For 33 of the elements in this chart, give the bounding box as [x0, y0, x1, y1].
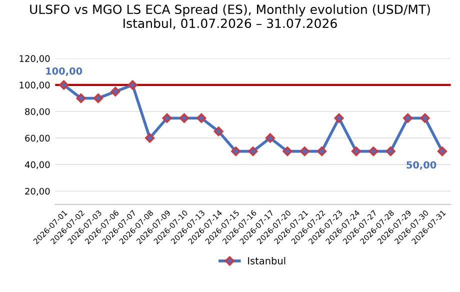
point — [334, 113, 344, 123]
point — [265, 133, 275, 143]
point — [145, 133, 155, 143]
point — [110, 86, 120, 96]
point — [179, 113, 189, 123]
point — [351, 146, 361, 156]
y-tick-label: 120,00 — [20, 55, 50, 63]
legend-label: Istanbul — [248, 256, 286, 264]
point — [93, 93, 103, 103]
point — [59, 80, 69, 90]
point — [248, 146, 258, 156]
point — [317, 146, 327, 156]
point — [231, 146, 241, 156]
point — [386, 146, 396, 156]
point — [128, 80, 138, 90]
data-label: 100,00 — [46, 67, 82, 76]
y-tick-label: 40,00 — [24, 161, 50, 170]
point — [420, 113, 430, 123]
point — [300, 146, 310, 156]
point — [403, 113, 413, 123]
point — [76, 93, 86, 103]
y-tick-label: 100,00 — [20, 82, 50, 90]
point — [162, 113, 172, 123]
data-label: 50,00 — [406, 161, 436, 170]
y-tick-label: 20,00 — [25, 188, 50, 196]
chart-title: ULSFO vs MGO LS ECA Spread (ES), Monthly evolution (USD/MT) Istanbul, 01.07.2026 – 31.07.2026 — [30, 4, 430, 30]
point — [196, 113, 206, 123]
point — [368, 146, 378, 156]
point — [214, 126, 224, 136]
point — [437, 146, 447, 156]
y-tick-label: 60,00 — [25, 134, 50, 143]
y-tick-label: 80,00 — [25, 108, 50, 116]
point — [282, 146, 292, 156]
